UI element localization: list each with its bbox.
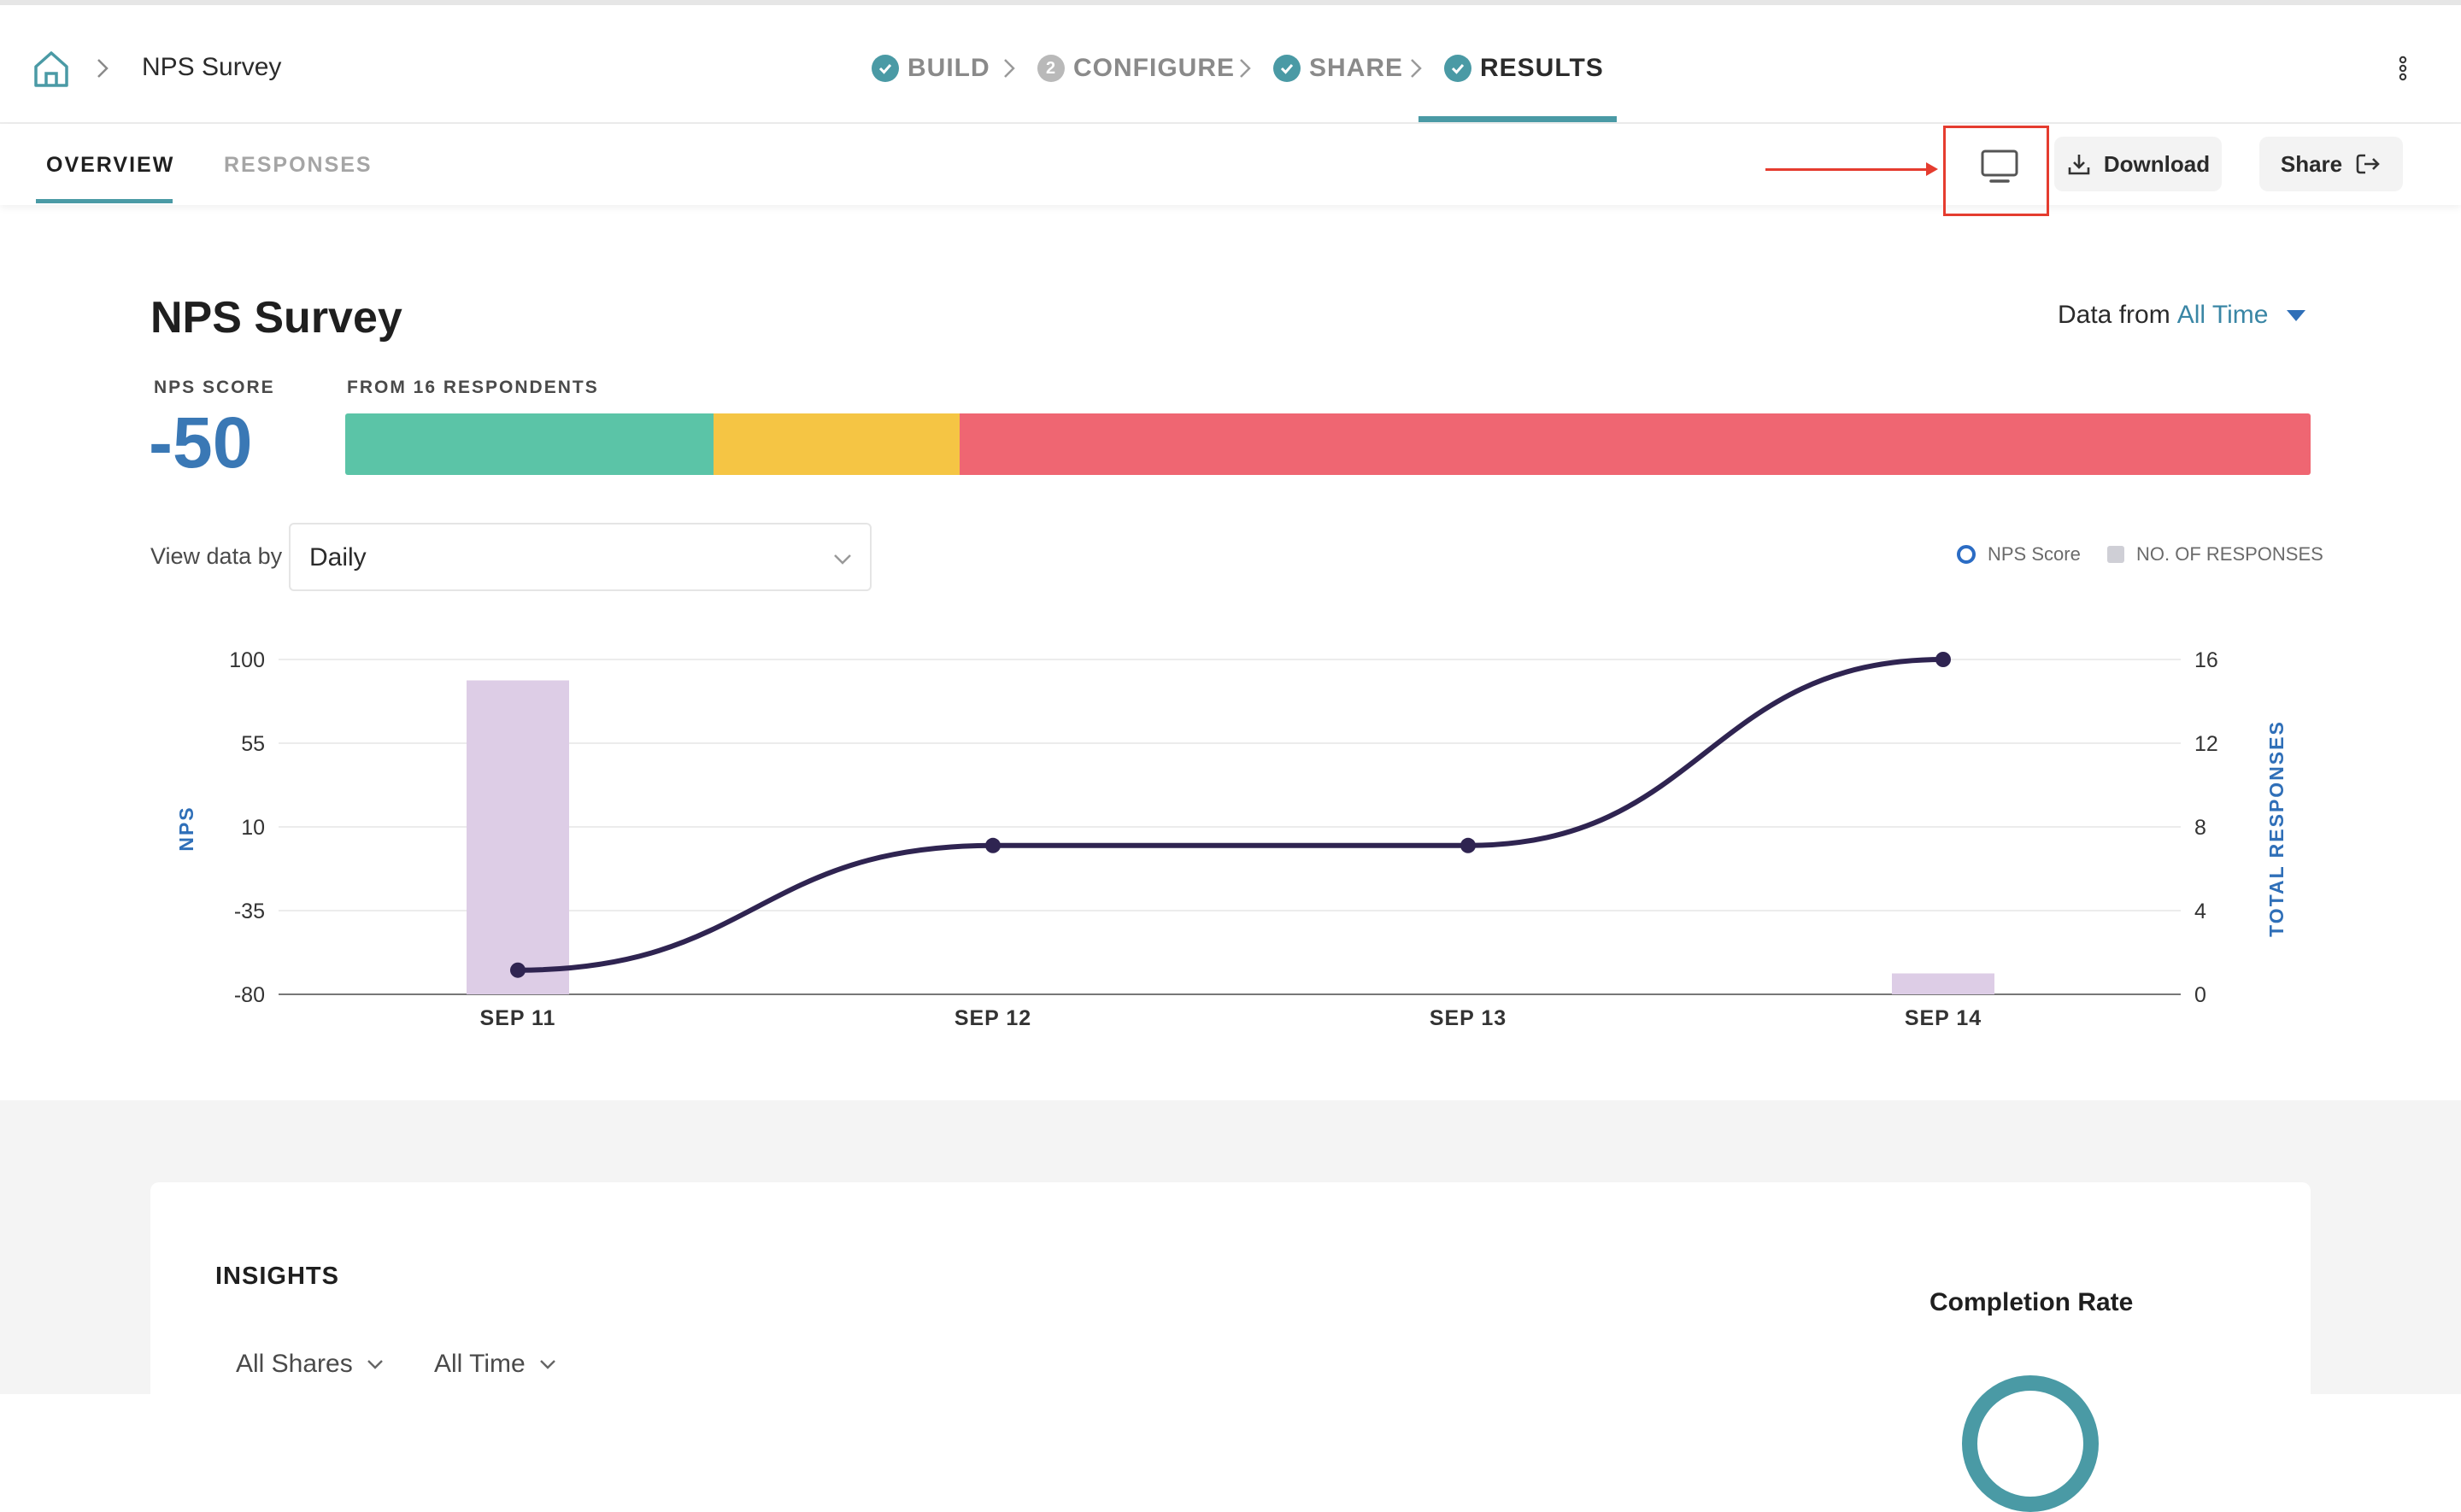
y-tick-label: 55 [241, 732, 265, 756]
download-icon [2068, 155, 2090, 175]
annotation-arrow-line [1765, 168, 1931, 171]
more-options-icon[interactable] [2393, 53, 2413, 84]
view-by-label: View data by [150, 543, 283, 569]
y2-tick-label: 4 [2194, 900, 2206, 923]
y-axis-label: NPS [175, 806, 197, 851]
download-button[interactable]: Download [2054, 137, 2222, 191]
nps-point [985, 837, 1001, 853]
chevron-right-icon [1004, 59, 1015, 78]
chart-grid [279, 659, 2181, 995]
filter-time[interactable]: All Time [434, 1350, 558, 1379]
y-tick-label: -80 [234, 983, 265, 1007]
step-label: CONFIGURE [1073, 54, 1235, 82]
y2-tick-label: 0 [2194, 983, 2206, 1007]
response-bars [467, 680, 1994, 994]
filter-time-label: All Time [434, 1350, 526, 1378]
y2-tick-label: 12 [2194, 732, 2218, 756]
top-header: NPS Survey BUILD 2 CONFIGURE SHARE RESUL… [0, 0, 2461, 124]
step-build[interactable]: BUILD [872, 51, 990, 85]
share-exit-icon [2356, 154, 2380, 174]
view-by-select[interactable]: Daily [289, 523, 872, 591]
chevron-right-icon [97, 59, 109, 78]
nps-point [1935, 652, 1951, 667]
y2-axis-ticks: 16 12 8 4 0 [2194, 648, 2218, 1007]
x-axis-ticks: SEP 11 SEP 12 SEP 13 SEP 14 [480, 1006, 1982, 1030]
completion-rate-donut [1962, 1375, 2099, 1512]
active-tab-underline [36, 199, 173, 203]
nps-points [510, 652, 1951, 978]
step-label: BUILD [907, 54, 990, 82]
respondents-label: FROM 16 RESPONDENTS [347, 378, 599, 397]
legend-circle-icon [1957, 545, 1976, 564]
y-tick-label: 10 [241, 816, 265, 840]
annotation-arrow-head [1926, 162, 1938, 176]
nps-point [510, 962, 526, 978]
step-results[interactable]: RESULTS [1444, 51, 1604, 85]
share-button[interactable]: Share [2259, 137, 2403, 191]
step-label: RESULTS [1480, 54, 1604, 82]
check-circle-icon [1444, 55, 1471, 82]
step-label: SHARE [1309, 54, 1404, 82]
y-axis-ticks: 100 55 10 -35 -80 [229, 648, 265, 1007]
view-by-value: Daily [309, 543, 367, 571]
y2-tick-label: 16 [2194, 648, 2218, 672]
step-number-badge: 2 [1037, 55, 1065, 82]
data-from-prefix: Data from [2058, 301, 2170, 329]
nps-score-value: -50 [149, 402, 253, 483]
share-label: Share [2280, 150, 2343, 177]
y2-tick-label: 8 [2194, 816, 2206, 840]
insights-title: INSIGHTS [215, 1263, 339, 1290]
active-step-underline [1418, 116, 1617, 122]
step-share[interactable]: SHARE [1273, 51, 1403, 85]
nps-score-label: NPS SCORE [154, 378, 275, 397]
y2-axis-label: TOTAL RESPONSES [2265, 720, 2288, 937]
caret-down-icon [2287, 309, 2306, 321]
x-tick-label: SEP 12 [954, 1006, 1031, 1030]
legend-square-icon [2107, 546, 2124, 563]
annotation-highlight-box [1943, 126, 2049, 216]
filter-shares-label: All Shares [236, 1350, 353, 1378]
response-bar [467, 680, 569, 994]
legend-item-nps[interactable]: NPS Score [1957, 543, 2081, 566]
passives-segment [714, 413, 960, 475]
sub-navigation: OVERVIEW RESPONSES [0, 124, 2461, 205]
chevron-down-icon [367, 1360, 383, 1369]
completion-rate-title: Completion Rate [1929, 1288, 2134, 1316]
y-tick-label: 100 [229, 648, 265, 672]
home-icon[interactable] [31, 48, 72, 89]
legend-item-responses[interactable]: NO. OF RESPONSES [2107, 543, 2323, 566]
nps-distribution-bar [345, 413, 2311, 475]
nps-point [1460, 837, 1476, 853]
data-range-selector[interactable]: Data from All Time [2058, 301, 2306, 330]
tab-overview[interactable]: OVERVIEW [46, 153, 175, 177]
present-button[interactable] [1965, 142, 2034, 193]
nps-chart: 100 55 10 -35 -80 16 12 8 4 0 SEP 11 SEP 12 SEP 13… [175, 648, 2288, 1030]
monitor-icon [1981, 149, 2018, 183]
page-title: NPS Survey [150, 293, 402, 343]
download-label: Download [2103, 150, 2211, 177]
check-circle-icon [1273, 55, 1301, 82]
y-tick-label: -35 [234, 900, 265, 923]
x-tick-label: SEP 14 [1905, 1006, 1982, 1030]
breadcrumb-title[interactable]: NPS Survey [142, 53, 282, 81]
check-circle-icon [872, 55, 899, 82]
nps-line [517, 657, 1944, 973]
chevron-right-icon [1411, 59, 1422, 78]
data-from-value: All Time [2176, 301, 2269, 329]
detractors-segment [959, 413, 2311, 475]
tab-responses[interactable]: RESPONSES [224, 153, 373, 177]
legend-nps-label: NPS Score [1988, 543, 2081, 565]
filter-shares[interactable]: All Shares [236, 1350, 385, 1379]
chevron-down-icon [834, 554, 851, 565]
response-bar [1892, 973, 1994, 994]
legend-responses-label: NO. OF RESPONSES [2136, 543, 2323, 565]
chevron-down-icon [539, 1360, 555, 1369]
chevron-right-icon [1240, 59, 1251, 78]
x-tick-label: SEP 11 [480, 1006, 556, 1030]
step-configure[interactable]: 2 CONFIGURE [1037, 51, 1235, 85]
x-tick-label: SEP 13 [1430, 1006, 1507, 1030]
promoters-segment [345, 413, 714, 475]
